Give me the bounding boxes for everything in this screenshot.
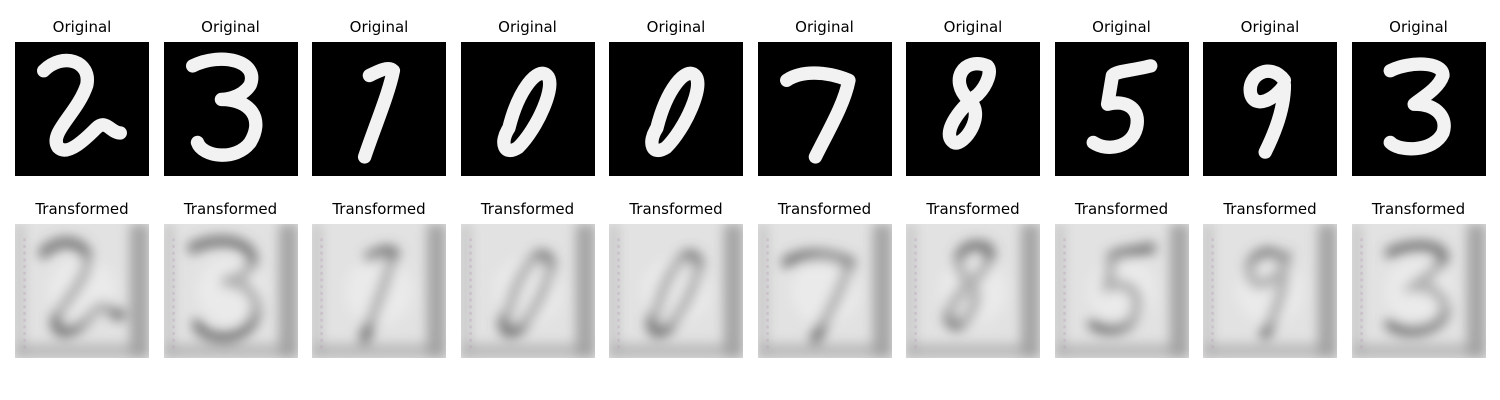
transformed-title: Transformed <box>777 200 872 218</box>
original-title: Original <box>498 18 557 36</box>
original-title: Original <box>1389 18 1448 36</box>
original-title: Original <box>349 18 409 36</box>
transformed-digit-image <box>757 224 892 358</box>
transformed-title: Transformed <box>1223 200 1317 218</box>
transformed-digit-image <box>1203 224 1337 358</box>
original-digit-image <box>460 42 595 176</box>
original-title: Original <box>646 18 706 36</box>
transformed-digit-image <box>460 224 595 358</box>
original-digit-image <box>312 42 446 176</box>
transformed-digit-image <box>163 224 298 358</box>
original-digit-image <box>163 42 298 176</box>
original-title: Original <box>795 18 854 36</box>
transformed-digit-image <box>15 224 149 358</box>
original-title: Original <box>201 18 260 36</box>
original-title: Original <box>1240 18 1300 36</box>
original-title: Original <box>52 18 112 36</box>
original-title: Original <box>1092 18 1151 36</box>
transformed-title: Transformed <box>35 200 129 218</box>
original-digit-image <box>609 42 743 176</box>
transformed-title: Transformed <box>1371 200 1466 218</box>
original-digit-image <box>1351 42 1486 176</box>
transformed-title: Transformed <box>926 200 1020 218</box>
transformed-digit-image <box>906 224 1040 358</box>
transformed-digit-image <box>609 224 743 358</box>
transformed-title: Transformed <box>480 200 575 218</box>
original-digit-image <box>1054 42 1189 176</box>
original-title: Original <box>943 18 1003 36</box>
transformed-title: Transformed <box>332 200 426 218</box>
transformed-digit-image <box>1351 224 1486 358</box>
original-digit-image <box>15 42 149 176</box>
transformed-title: Transformed <box>1074 200 1169 218</box>
transformed-title: Transformed <box>183 200 278 218</box>
original-digit-image <box>1203 42 1337 176</box>
transformed-title: Transformed <box>629 200 723 218</box>
original-digit-image <box>906 42 1040 176</box>
transformed-digit-image <box>1054 224 1189 358</box>
original-digit-image <box>757 42 892 176</box>
transformed-digit-image <box>312 224 446 358</box>
